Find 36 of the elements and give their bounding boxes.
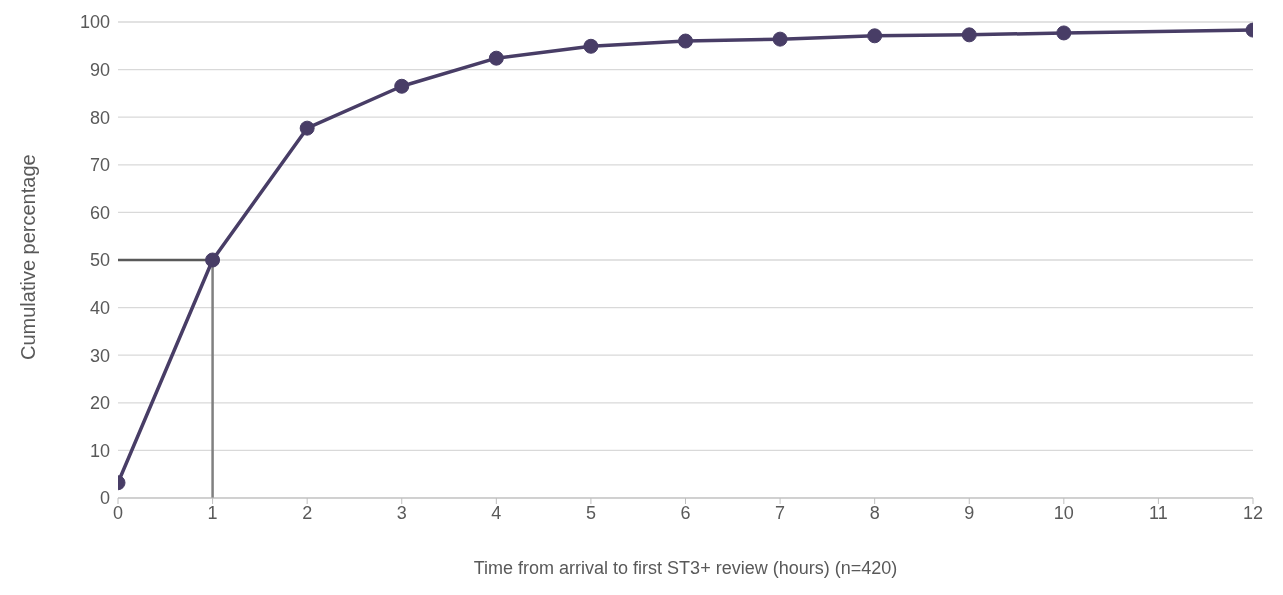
x-tick-label: 4 (491, 502, 502, 523)
point (394, 78, 410, 94)
x-tick-label: 10 (1053, 502, 1074, 523)
point (205, 252, 221, 268)
x-tick-label: 5 (585, 502, 596, 523)
y-tick-label: 30 (89, 345, 110, 366)
y-tick-label: 20 (89, 393, 110, 414)
point (772, 31, 788, 47)
x-tick-label: 9 (964, 502, 975, 523)
point (867, 28, 883, 44)
y-tick-label: 40 (89, 297, 110, 318)
y-tick-label: 50 (89, 250, 110, 271)
x-tick-label: 12 (1242, 502, 1264, 523)
x-tick-label: 0 (112, 502, 124, 523)
x-tick-label: 8 (869, 502, 880, 523)
x-tick-label: 11 (1149, 502, 1168, 523)
y-axis-title: Cumulative percentage (17, 154, 40, 360)
x-tick-label: 3 (396, 502, 407, 523)
point (488, 50, 504, 66)
point (961, 27, 977, 43)
point (299, 120, 315, 136)
y-tick-label: 70 (89, 155, 110, 176)
y-tick-label: 0 (99, 488, 110, 509)
point (1056, 25, 1072, 41)
y-tick-label: 10 (89, 440, 110, 461)
y-tick-label: 80 (89, 107, 110, 128)
x-tick-label: 6 (680, 502, 691, 523)
x-tick-label: 2 (302, 502, 313, 523)
y-tick-label: 90 (89, 59, 110, 80)
x-axis-title: Time from arrival to first ST3+ review (hours) (n=420) (473, 558, 898, 578)
x-tick-label: 1 (207, 502, 218, 523)
point (678, 33, 693, 49)
point (583, 38, 599, 54)
x-tick-label: 7 (775, 502, 786, 523)
y-tick-label: 60 (89, 202, 110, 223)
y-tick-label: 100 (79, 12, 110, 33)
